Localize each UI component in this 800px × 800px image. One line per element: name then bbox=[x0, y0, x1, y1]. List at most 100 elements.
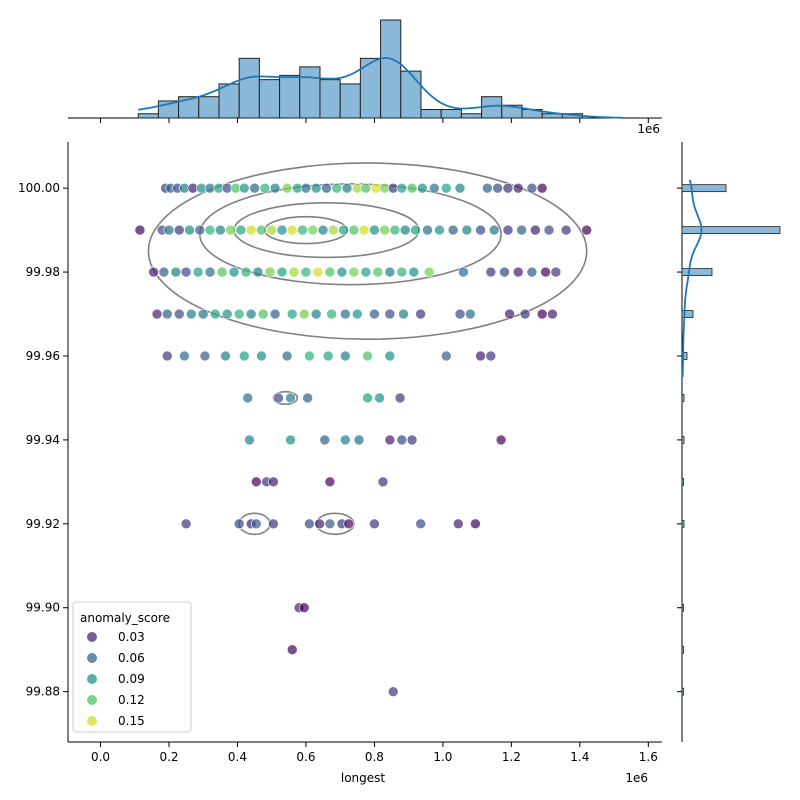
scatter-point bbox=[286, 644, 298, 655]
scatter-point bbox=[297, 224, 308, 236]
scatter-point bbox=[526, 266, 538, 278]
scatter-point bbox=[302, 392, 313, 404]
scatter-point bbox=[415, 308, 426, 320]
scatter-point bbox=[151, 308, 163, 320]
scatter-point bbox=[269, 182, 281, 194]
scatter-point bbox=[319, 434, 331, 446]
scatter-point bbox=[244, 434, 255, 446]
scatter-point bbox=[331, 182, 343, 194]
scatter-point bbox=[173, 308, 185, 320]
x-tick-label: 1.2 bbox=[502, 750, 521, 764]
legend-label: 0.12 bbox=[118, 693, 145, 707]
scatter-point bbox=[348, 224, 360, 236]
scatter-point bbox=[252, 266, 264, 278]
scatter-point bbox=[434, 224, 445, 236]
scatter-point bbox=[423, 266, 435, 278]
right-hist-bar bbox=[681, 436, 685, 444]
x-tick-label: 0.2 bbox=[159, 750, 178, 764]
scatter-point bbox=[269, 308, 281, 320]
legend-box bbox=[72, 601, 192, 733]
scatter-point bbox=[389, 224, 401, 236]
scatter-point bbox=[530, 224, 541, 236]
scatter-point bbox=[360, 266, 372, 278]
scatter-point bbox=[179, 350, 190, 362]
scatter-point bbox=[338, 224, 349, 236]
scatter-point bbox=[264, 266, 276, 278]
scatter-point bbox=[257, 308, 269, 320]
main-scatter-plot bbox=[134, 162, 592, 697]
scatter-point bbox=[326, 308, 337, 320]
scatter-point bbox=[499, 266, 510, 278]
scatter-point bbox=[199, 350, 211, 362]
legend-marker bbox=[87, 632, 97, 642]
scatter-point bbox=[185, 308, 197, 320]
scatter-point bbox=[452, 518, 464, 530]
legend-label: 0.06 bbox=[118, 651, 145, 665]
scatter-point bbox=[396, 434, 408, 446]
scatter-point bbox=[536, 182, 548, 194]
scatter-point bbox=[233, 518, 245, 530]
scatter-point bbox=[485, 266, 497, 278]
density-contour bbox=[147, 162, 588, 341]
right-hist-bar bbox=[681, 519, 685, 528]
scatter-point bbox=[340, 434, 351, 446]
x-tick-label: 0.0 bbox=[91, 750, 110, 764]
scatter-point bbox=[384, 308, 396, 320]
y-tick-label: 99.94 bbox=[26, 433, 60, 447]
scatter-point bbox=[273, 392, 284, 404]
scatter-point bbox=[194, 224, 206, 236]
scatter-point bbox=[394, 392, 406, 404]
scatter-point bbox=[379, 224, 390, 236]
right-hist-bar bbox=[681, 226, 781, 235]
x-offset-label: 1e6 bbox=[625, 771, 648, 785]
scatter-point bbox=[336, 266, 348, 278]
scatter-point bbox=[461, 224, 473, 236]
scatter-point bbox=[266, 224, 278, 236]
top-hist-bar bbox=[258, 79, 281, 119]
scatter-point bbox=[536, 308, 548, 320]
scatter-point bbox=[184, 224, 195, 236]
scatter-point bbox=[276, 224, 288, 236]
scatter-point bbox=[324, 518, 336, 530]
scatter-point bbox=[372, 266, 384, 278]
scatter-point bbox=[374, 392, 385, 404]
scatter-point bbox=[504, 308, 515, 320]
scatter-point bbox=[307, 224, 319, 236]
scatter-point bbox=[502, 224, 514, 236]
legend: anomaly_score 0.03 0.06 0.09 0.12 0.15 bbox=[72, 601, 192, 733]
y-tick-label: 99.96 bbox=[26, 349, 60, 363]
scatter-point bbox=[550, 266, 562, 278]
legend-marker bbox=[87, 695, 97, 705]
scatter-point bbox=[447, 224, 459, 236]
scatter-point bbox=[298, 308, 310, 320]
scatter-point bbox=[519, 308, 531, 320]
top-x-offset-label: 1e6 bbox=[637, 122, 660, 136]
scatter-point bbox=[300, 266, 312, 278]
scatter-point bbox=[470, 518, 481, 530]
scatter-point bbox=[256, 224, 267, 236]
scatter-point bbox=[304, 518, 315, 530]
x-tick-label: 0.8 bbox=[365, 750, 384, 764]
legend-title: anomaly_score bbox=[80, 611, 170, 625]
scatter-point bbox=[384, 434, 396, 446]
legend-label: 0.03 bbox=[118, 630, 145, 644]
scatter-point bbox=[540, 266, 551, 278]
scatter-point bbox=[233, 308, 245, 320]
scatter-point bbox=[362, 392, 373, 404]
scatter-point bbox=[324, 266, 336, 278]
scatter-point bbox=[492, 182, 503, 194]
scatter-point bbox=[170, 266, 182, 278]
scatter-point bbox=[197, 308, 209, 320]
scatter-point bbox=[406, 434, 418, 446]
scatter-point bbox=[250, 518, 262, 530]
legend-label: 0.09 bbox=[118, 672, 145, 686]
legend-marker bbox=[87, 653, 97, 663]
right-hist-bar bbox=[681, 268, 713, 276]
scatter-point bbox=[314, 518, 325, 530]
top-hist-bar bbox=[319, 79, 341, 119]
top-hist-bar bbox=[460, 113, 483, 119]
scatter-point bbox=[417, 182, 428, 194]
scatter-point bbox=[288, 266, 300, 278]
x-tick-label: 1.0 bbox=[433, 750, 452, 764]
